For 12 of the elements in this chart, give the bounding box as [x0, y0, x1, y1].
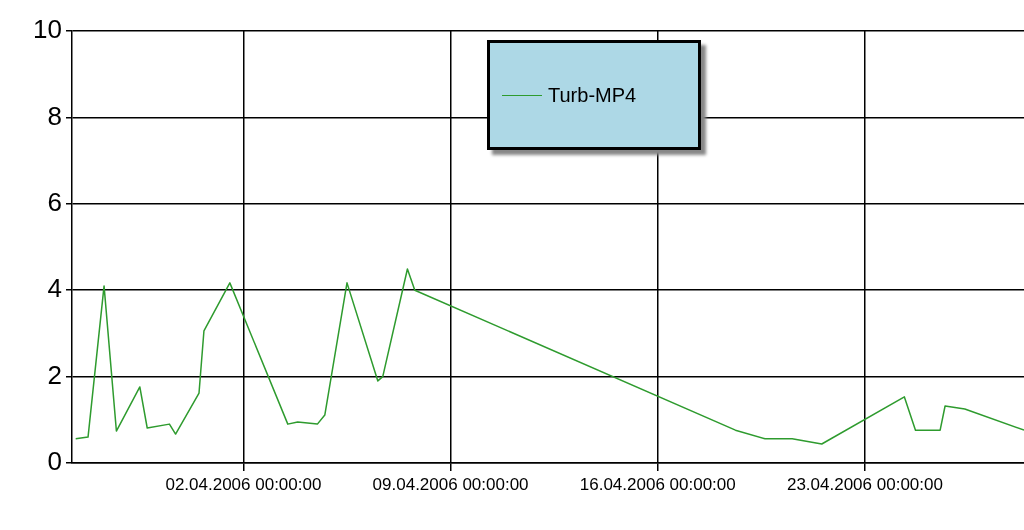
y-tick-label: 8: [47, 100, 62, 131]
x-tick-label: 16.04.2006 00:00:00: [579, 475, 736, 495]
y-tick-label: 4: [47, 273, 62, 304]
y-tick-label: 6: [47, 186, 62, 217]
y-tick-label: 0: [47, 446, 62, 477]
y-tick-label: 2: [47, 359, 62, 390]
x-tick-label: 02.04.2006 00:00:00: [165, 475, 322, 495]
y-tick-label: 10: [33, 14, 62, 45]
x-tick-label: 23.04.2006 00:00:00: [786, 475, 943, 495]
x-tick-label: 09.04.2006 00:00:00: [372, 475, 529, 495]
legend-label: Turb-MP4: [548, 83, 637, 107]
legend-box: Turb-MP4: [487, 40, 701, 150]
